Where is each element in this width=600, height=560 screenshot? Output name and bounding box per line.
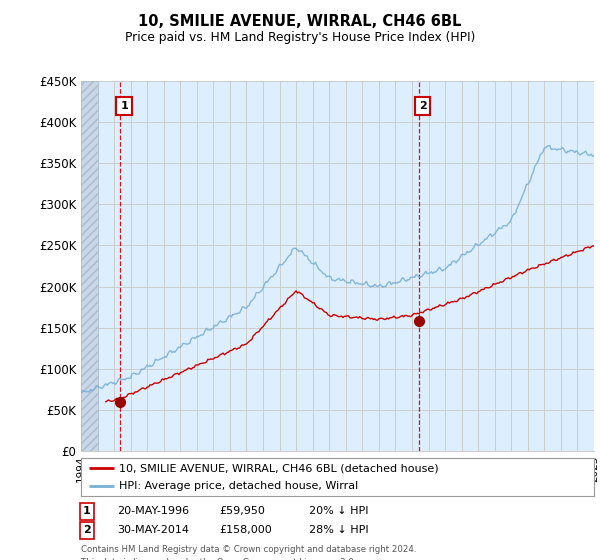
Text: 30-MAY-2014: 30-MAY-2014: [117, 525, 189, 535]
Text: HPI: Average price, detached house, Wirral: HPI: Average price, detached house, Wirr…: [119, 481, 359, 491]
Text: £59,950: £59,950: [219, 506, 265, 516]
Bar: [81, 81, 98, 451]
Text: 10, SMILIE AVENUE, WIRRAL, CH46 6BL: 10, SMILIE AVENUE, WIRRAL, CH46 6BL: [139, 14, 461, 29]
Text: Contains HM Land Registry data © Crown copyright and database right 2024.
This d: Contains HM Land Registry data © Crown c…: [81, 545, 416, 560]
Text: 2: 2: [419, 101, 427, 111]
Text: 20% ↓ HPI: 20% ↓ HPI: [309, 506, 368, 516]
Text: 2: 2: [83, 525, 91, 535]
Text: 10, SMILIE AVENUE, WIRRAL, CH46 6BL (detached house): 10, SMILIE AVENUE, WIRRAL, CH46 6BL (det…: [119, 463, 439, 473]
Text: Price paid vs. HM Land Registry's House Price Index (HPI): Price paid vs. HM Land Registry's House …: [125, 31, 475, 44]
Text: £158,000: £158,000: [219, 525, 272, 535]
Text: 1: 1: [121, 101, 128, 111]
Text: 28% ↓ HPI: 28% ↓ HPI: [309, 525, 368, 535]
Text: 20-MAY-1996: 20-MAY-1996: [117, 506, 189, 516]
Text: 1: 1: [83, 506, 91, 516]
